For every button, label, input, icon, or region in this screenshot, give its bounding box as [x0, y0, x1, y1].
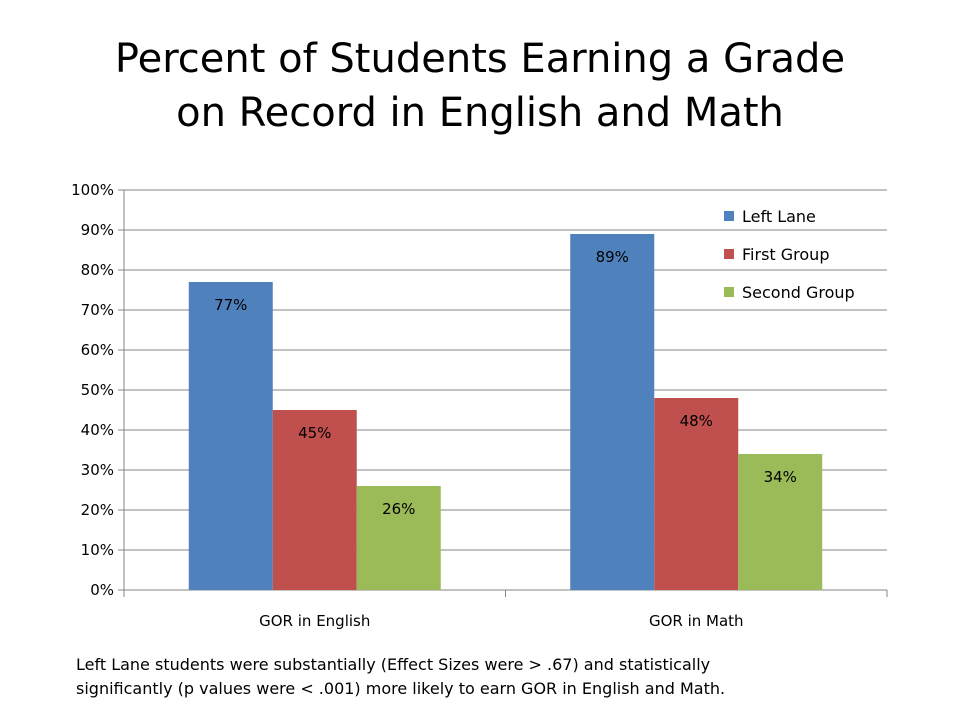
- x-tick-label: GOR in English: [259, 612, 370, 630]
- legend-swatch: [724, 211, 734, 221]
- x-tick-label: GOR in Math: [649, 612, 744, 630]
- bar-left-lane: [570, 234, 655, 590]
- bar-second-group: [738, 454, 823, 590]
- bar-first-group: [272, 410, 357, 590]
- y-tick-label: 90%: [81, 221, 114, 239]
- chart-title-line2: on Record in English and Math: [176, 90, 784, 136]
- data-label: 77%: [214, 296, 247, 314]
- y-tick-label: 100%: [71, 181, 114, 199]
- legend-label: Second Group: [742, 283, 855, 302]
- y-tick-label: 50%: [81, 381, 114, 399]
- chart-title-line1: Percent of Students Earning a Grade: [114, 36, 846, 82]
- y-tick-label: 60%: [81, 341, 114, 359]
- footnote-line1: Left Lane students were substantially (E…: [76, 655, 711, 674]
- y-tick-label: 20%: [81, 501, 114, 519]
- legend-swatch: [724, 287, 734, 297]
- bar-first-group: [654, 398, 739, 590]
- legend-label: First Group: [742, 245, 829, 264]
- y-tick-label: 10%: [81, 541, 114, 559]
- y-tick-label: 0%: [90, 581, 114, 599]
- bar-left-lane: [188, 282, 273, 590]
- legend-swatch: [724, 249, 734, 259]
- data-label: 34%: [764, 468, 797, 486]
- y-tick-label: 70%: [81, 301, 114, 319]
- footnote-line2: significantly (p values were < .001) mor…: [76, 679, 726, 698]
- chart-title: Percent of Students Earning a Grade on R…: [40, 32, 920, 140]
- bar-second-group: [356, 486, 441, 590]
- y-tick-label: 80%: [81, 261, 114, 279]
- y-tick-label: 40%: [81, 421, 114, 439]
- data-label: 48%: [680, 412, 713, 430]
- legend-label: Left Lane: [742, 207, 816, 226]
- y-tick-label: 30%: [81, 461, 114, 479]
- footnote: Left Lane students were substantially (E…: [76, 653, 916, 701]
- data-label: 89%: [596, 248, 629, 266]
- data-label: 26%: [382, 500, 415, 518]
- data-label: 45%: [298, 424, 331, 442]
